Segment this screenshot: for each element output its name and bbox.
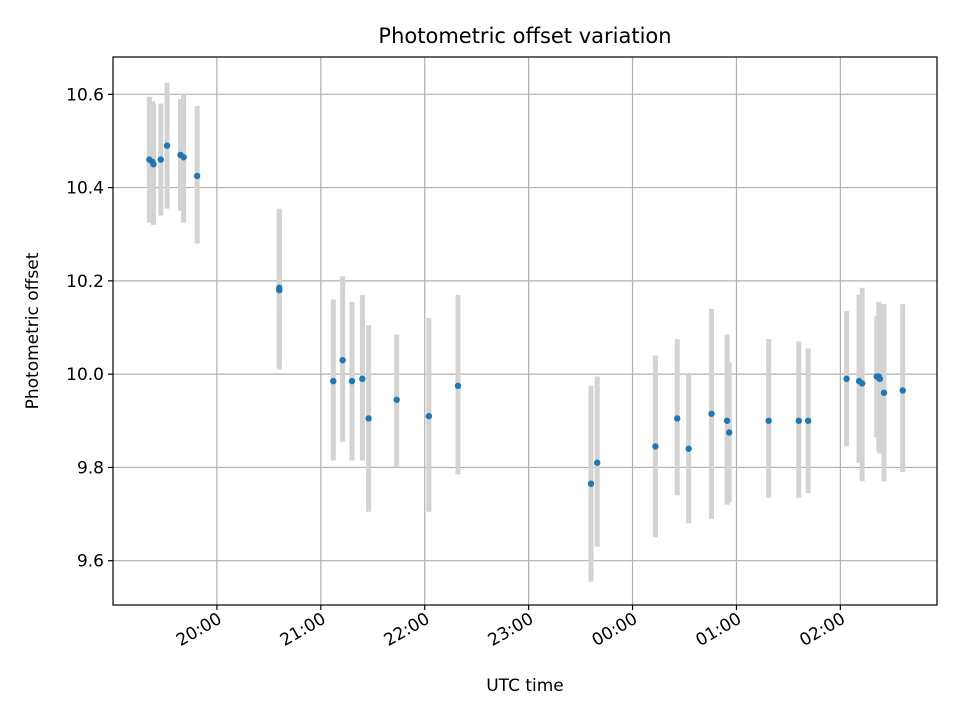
y-axis-label: Photometric offset: [23, 252, 43, 409]
chart-title: Photometric offset variation: [378, 24, 671, 48]
plot-area-frame: [112, 56, 938, 606]
data-point: [899, 387, 906, 394]
data-point: [163, 142, 171, 149]
data-point: [348, 377, 356, 385]
y-tick-label: 9.6: [77, 552, 104, 572]
x-tick-label: 20:00: [173, 609, 225, 651]
data-point: [858, 380, 866, 387]
x-tick-label: 23:00: [485, 609, 537, 651]
data-point: [193, 172, 201, 180]
data-point: [276, 284, 283, 292]
y-tick-label: 10.2: [66, 272, 104, 292]
x-tick-label: 22:00: [381, 609, 433, 651]
data-point: [339, 356, 346, 364]
y-tick-label: 10.0: [66, 365, 104, 385]
data-point: [330, 377, 337, 385]
data-point: [393, 396, 400, 403]
data-point: [365, 415, 372, 422]
data-point: [587, 480, 595, 487]
x-tick-label: 00:00: [589, 609, 641, 651]
y-tick-label: 10.6: [66, 85, 104, 105]
grid: [113, 57, 937, 605]
data-point: [723, 417, 731, 424]
data-point: [594, 459, 601, 466]
data-point: [876, 375, 884, 383]
x-tick-label: 21:00: [277, 609, 329, 651]
data-point: [359, 375, 366, 383]
x-tick-label: 02:00: [796, 609, 848, 651]
x-tick-label: 01:00: [693, 609, 745, 651]
data-point: [157, 156, 164, 163]
data-point: [804, 417, 812, 424]
data-point: [708, 410, 715, 417]
data-point: [150, 161, 157, 168]
y-tick-label: 9.8: [77, 458, 104, 478]
data-point: [843, 375, 850, 383]
y-tick-label: 10.4: [66, 179, 104, 199]
data-point: [765, 417, 772, 424]
data-point: [674, 415, 681, 422]
data-point: [795, 417, 803, 424]
data-point: [685, 445, 692, 452]
data-point: [652, 443, 659, 450]
data-point: [425, 412, 433, 420]
x-axis-label: UTC time: [486, 676, 564, 696]
data-points: [146, 142, 906, 487]
data-point: [880, 389, 888, 396]
data-point: [454, 382, 462, 389]
error-bars: [146, 82, 906, 582]
data-point: [725, 429, 733, 436]
data-point: [180, 154, 187, 161]
